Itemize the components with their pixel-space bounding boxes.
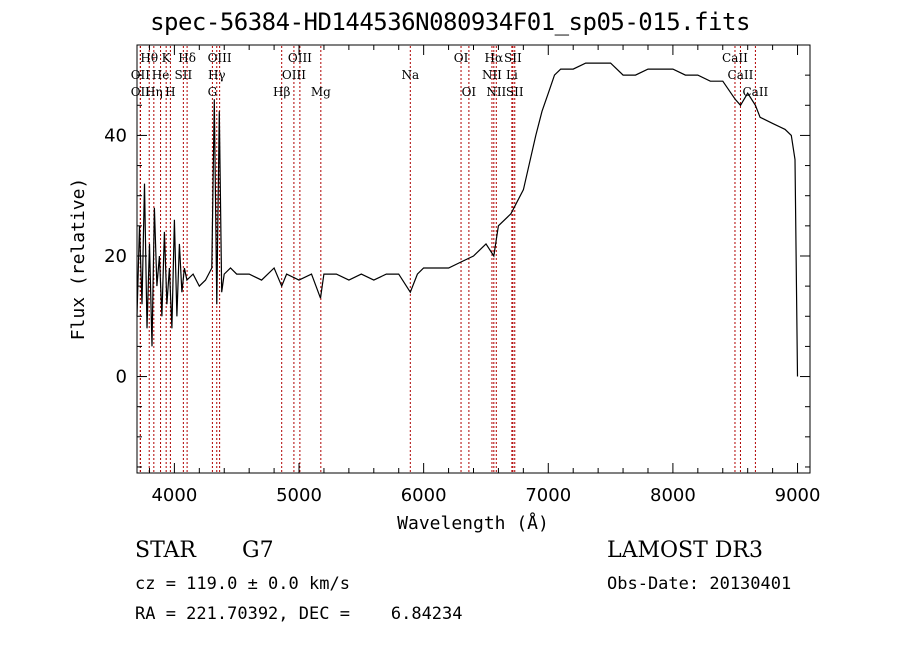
line-label-14: OIII — [288, 51, 312, 65]
coordinates-ra-dec: RA = 221.70392, DEC = 6.84234 — [135, 604, 463, 624]
line-label-8: H — [165, 85, 175, 99]
line-label-20: NII — [482, 68, 502, 82]
line-label-11: G — [208, 85, 218, 99]
line-label-12: Hβ — [273, 85, 290, 99]
x-tick-label-9000: 9000 — [775, 485, 821, 506]
y-tick-label-40: 40 — [104, 125, 127, 146]
line-label-27: CaII — [742, 85, 768, 99]
redshift-cz: cz = 119.0 ± 0.0 km/s — [135, 574, 350, 594]
x-tick-label-5000: 5000 — [276, 485, 322, 506]
line-label-16: Na — [401, 68, 419, 82]
line-label-24: SII — [506, 85, 524, 99]
line-label-22: SII — [504, 51, 522, 65]
spectrum-line — [136, 62, 799, 377]
chart-title: spec-56384-HD144536N080934F01_sp05-015.f… — [150, 8, 750, 36]
axis-ticks — [137, 44, 810, 473]
line-label-4: He — [152, 68, 170, 82]
line-markers — [139, 46, 756, 472]
line-label-7: SII — [175, 68, 193, 82]
line-label-26: CaII — [728, 68, 754, 82]
line-label-2: OII — [131, 85, 151, 99]
line-label-19: Hα — [485, 51, 504, 65]
line-label-10: Hγ — [208, 68, 226, 82]
observation-date: Obs-Date: 20130401 — [607, 574, 792, 594]
line-label-18: OI — [462, 85, 477, 99]
survey-name: LAMOST DR3 — [607, 538, 763, 563]
tick-labels: 4000 5000 6000 7000 8000 9000 0 20 40 — [104, 125, 820, 506]
line-label-13: OIII — [282, 68, 306, 82]
line-label-15: Mg — [311, 85, 331, 99]
object-class: STAR — [135, 538, 196, 563]
object-subclass: G7 — [242, 538, 274, 563]
line-label-17: OI — [454, 51, 469, 65]
line-label-25: CaII — [722, 51, 748, 65]
line-label-9: OIII — [208, 51, 232, 65]
line-label-3: K — [162, 51, 172, 65]
y-axis-label: Flux (relative) — [68, 178, 89, 341]
line-label-5: Hη — [145, 85, 163, 99]
y-tick-label-20: 20 — [104, 246, 127, 267]
y-tick-label-0: 0 — [116, 367, 127, 388]
plot-frame — [136, 44, 811, 474]
x-tick-label-7000: 7000 — [525, 485, 571, 506]
x-tick-label-4000: 4000 — [151, 485, 197, 506]
x-tick-label-8000: 8000 — [650, 485, 696, 506]
line-label-6: Hδ — [178, 51, 196, 65]
line-label-21: NII — [486, 85, 506, 99]
x-axis-label: Wavelength (Å) — [397, 512, 549, 534]
line-label-23: Li — [506, 68, 518, 82]
x-tick-label-6000: 6000 — [401, 485, 447, 506]
line-label-0: Hθ — [140, 51, 158, 65]
